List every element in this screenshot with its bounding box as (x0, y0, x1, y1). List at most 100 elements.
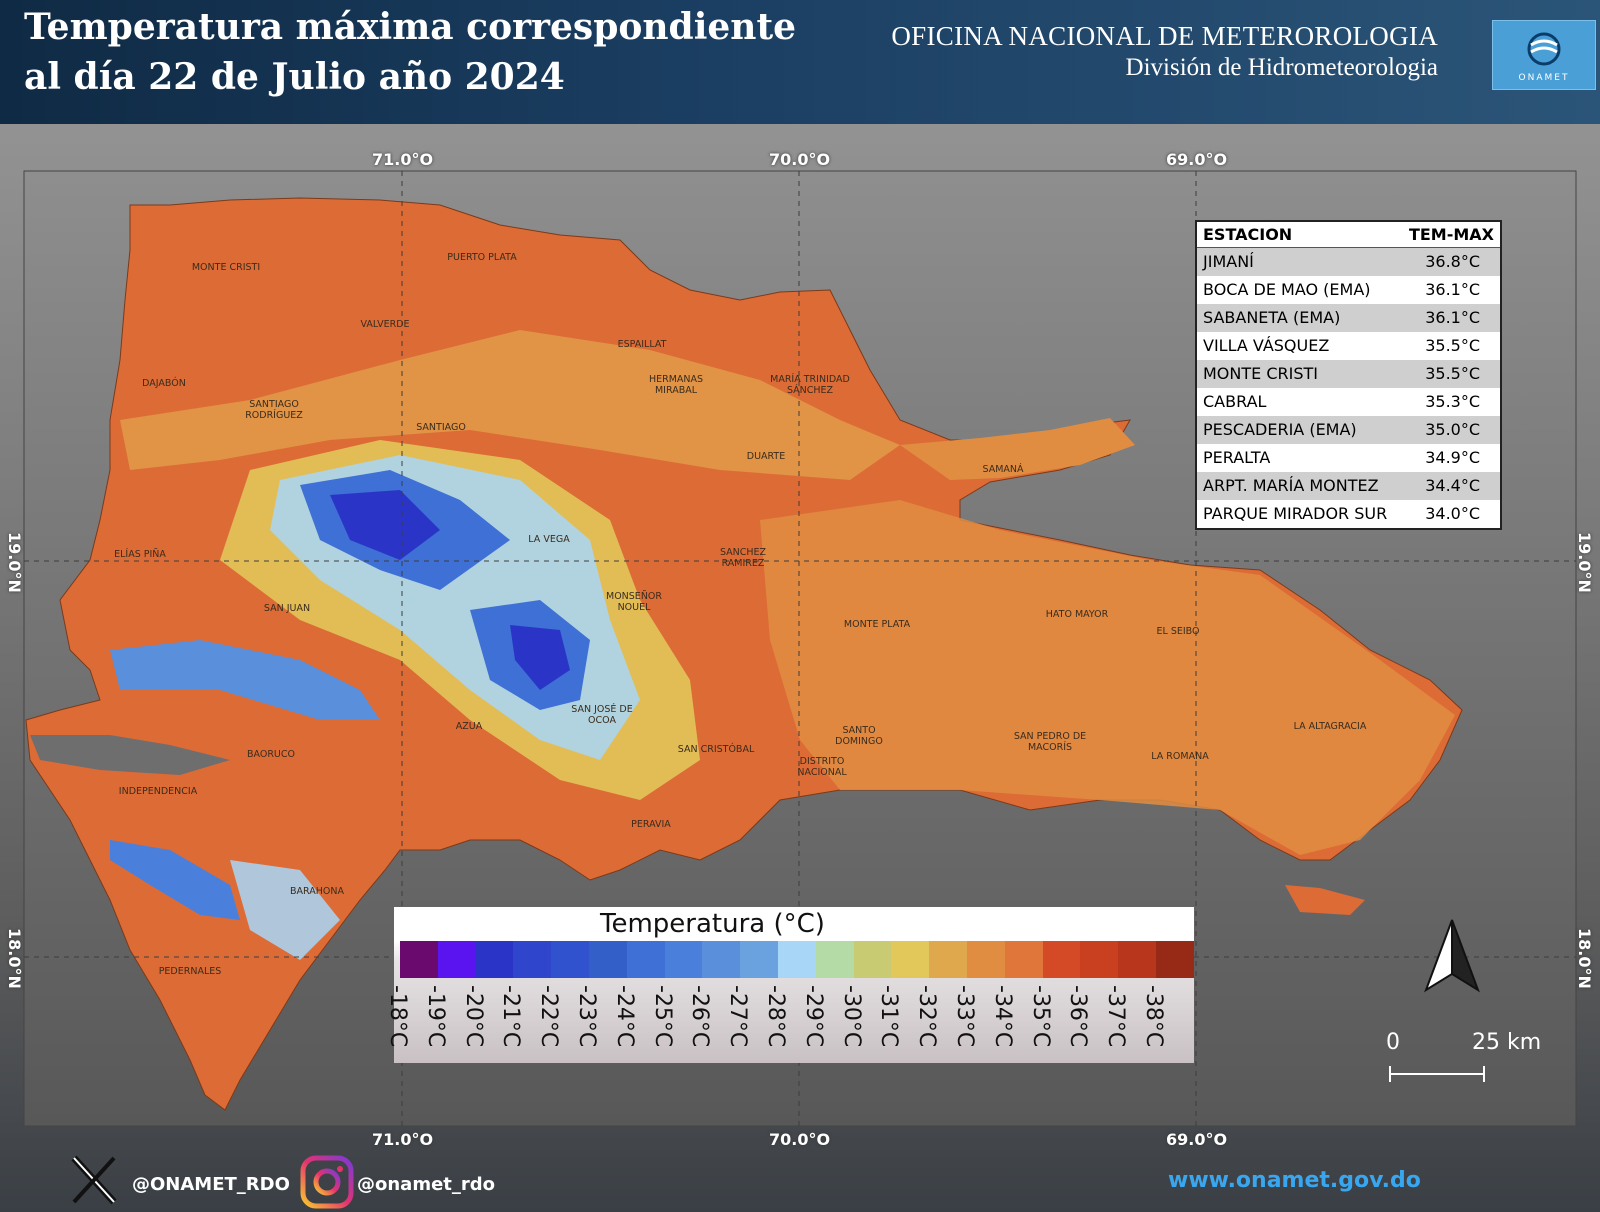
province-label: SANTIAGO RODRÍGUEZ (245, 399, 303, 421)
province-label: SAN PEDRO DE MACORÍS (1013, 731, 1087, 753)
x-twitter-icon[interactable] (70, 1154, 118, 1206)
left-coord-18n: 18.0°N (5, 928, 24, 989)
legend-label: -28°C (762, 985, 788, 1048)
bottom-coord-69w: 69.0°O (1166, 1130, 1228, 1149)
legend-swatch (588, 941, 627, 978)
onamet-logo-icon (1527, 32, 1561, 66)
legend-swatch (400, 941, 438, 978)
legend-swatch (664, 941, 703, 978)
province-label: BARAHONA (290, 886, 344, 897)
sierra-neiba (110, 640, 380, 720)
legend-swatch (437, 941, 476, 978)
legend-swatches (400, 941, 1194, 978)
graticule (24, 171, 1576, 1126)
province-label: BAORUCO (247, 749, 295, 760)
legend-swatch (702, 941, 741, 978)
instagram-handle[interactable]: @onamet_rdo (357, 1174, 496, 1195)
lago-enriquillo (30, 735, 230, 775)
onamet-logo: ONAMET (1492, 20, 1596, 90)
station-temp: 35.5°C (1425, 364, 1480, 383)
legend-swatch (1155, 941, 1194, 978)
legend-label: -26°C (687, 985, 713, 1048)
stations-table-body: JIMANÍ 36.8°C BOCA DE MAO (EMA) 36.1°C SABAN… (1197, 248, 1500, 528)
saona-island (1285, 885, 1365, 915)
top-coord-69w: 69.0°O (1166, 150, 1228, 169)
legend-label: -29°C (800, 985, 826, 1048)
legend-label: -18°C (385, 985, 410, 1048)
province-label: HERMANAS MIRABAL (648, 374, 704, 396)
cordillera-darkblue (330, 490, 440, 560)
province-label: PERAVIA (631, 819, 671, 830)
legend-label: -25°C (649, 985, 675, 1048)
province-label: PUERTO PLATA (447, 252, 517, 263)
legend-swatch (740, 941, 778, 978)
legend-swatch (1080, 941, 1119, 978)
station-temp: 34.4°C (1425, 476, 1480, 495)
province-label: VALVERDE (360, 319, 410, 330)
temperature-legend: Temperatura (°C) -18°C -19°C -20°C -21°C -22… (385, 907, 1194, 1063)
legend-swatch (626, 941, 665, 978)
twitter-handle[interactable]: @ONAMET_RDO (132, 1174, 290, 1195)
province-label: LA ALTAGRACIA (1293, 721, 1367, 732)
legend-swatch (1004, 941, 1043, 978)
title-line-1: Temperatura máxima correspondiente (24, 6, 797, 48)
table-row: VILLA VÁSQUEZ 35.5°C (1197, 332, 1500, 360)
province-label: PEDERNALES (158, 966, 222, 977)
table-row: MONTE CRISTI 35.5°C (1197, 360, 1500, 388)
table-row: PARQUE MIRADOR SUR 34.0°C (1197, 500, 1500, 528)
province-label: EL SEIBO (1156, 626, 1200, 637)
province-label: ELÍAS PIÑA (114, 549, 166, 560)
legend-swatch (475, 941, 514, 978)
legend-swatch (891, 941, 930, 978)
division-name: División de Hidrometeorologia (1125, 54, 1438, 81)
organization-name: OFICINA NACIONAL DE METEROROLOGIA (891, 21, 1438, 51)
province-label: HATO MAYOR (1045, 609, 1109, 620)
legend-swatch (853, 941, 892, 978)
legend-label: -19°C (422, 985, 448, 1048)
map-title: Temperatura máxima correspondiente al dí… (24, 2, 796, 102)
station-name: SABANETA (EMA) (1203, 308, 1341, 327)
station-temp: 35.3°C (1425, 392, 1480, 411)
website-link[interactable]: www.onamet.gov.do (1168, 1168, 1421, 1193)
station-name: ARPT. MARÍA MONTEZ (1203, 476, 1379, 495)
sierra-bahoruco (110, 840, 240, 920)
province-label: MARÍA TRINIDAD SÁNCHEZ (770, 374, 850, 396)
samana-peninsula (900, 418, 1135, 480)
legend-swatch (1042, 941, 1081, 978)
province-label: DAJABÓN (142, 378, 186, 389)
title-line-2: al día 22 de Julio año 2024 (24, 56, 565, 98)
eastern-lowlands (760, 500, 1455, 855)
station-name: BOCA DE MAO (EMA) (1203, 280, 1371, 299)
legend-label: -33°C (951, 985, 977, 1048)
legend-swatch (513, 941, 552, 978)
logo-text: ONAMET (1518, 73, 1570, 83)
legend-labels: -18°C -19°C -20°C -21°C -22°C -23°C -24°C -25°C… (385, 983, 1194, 1061)
province-label: SAN JUAN (263, 603, 311, 614)
station-name: VILLA VÁSQUEZ (1203, 336, 1330, 355)
station-temp: 35.0°C (1425, 420, 1480, 439)
table-row: PERALTA 34.9°C (1197, 444, 1500, 472)
province-label: MONSEÑOR NOUEL (606, 591, 662, 613)
station-temp: 36.1°C (1425, 280, 1480, 299)
table-row: BOCA DE MAO (EMA) 36.1°C (1197, 276, 1500, 304)
temp-column-header: TEM-MAX (1408, 225, 1494, 244)
legend-label: -35°C (1027, 985, 1053, 1048)
station-temp: 36.1°C (1425, 308, 1480, 327)
instagram-icon[interactable] (300, 1155, 354, 1209)
stations-table: ESTACION TEM-MAX JIMANÍ 36.8°C BOCA DE MAO… (1195, 220, 1502, 530)
province-label: SAMANÁ (982, 464, 1024, 475)
legend-label: -22°C (536, 985, 562, 1048)
scale-distance: 25 km (1472, 1030, 1542, 1055)
province-label: INDEPENDENCIA (118, 786, 198, 797)
station-temp: 36.8°C (1425, 252, 1480, 271)
legend-label: -37°C (1103, 985, 1129, 1048)
station-name: JIMANÍ (1203, 252, 1254, 271)
right-coord-19n: 19.0°N (1575, 532, 1594, 593)
legend-swatch (551, 941, 589, 978)
province-label: LA VEGA (528, 534, 570, 545)
province-label: DUARTE (746, 451, 786, 462)
legend-label: -24°C (611, 985, 637, 1048)
top-coord-71w: 71.0°O (372, 150, 434, 169)
legend-label-cell: -38°C (1141, 983, 1194, 1061)
legend-swatch (815, 941, 854, 978)
